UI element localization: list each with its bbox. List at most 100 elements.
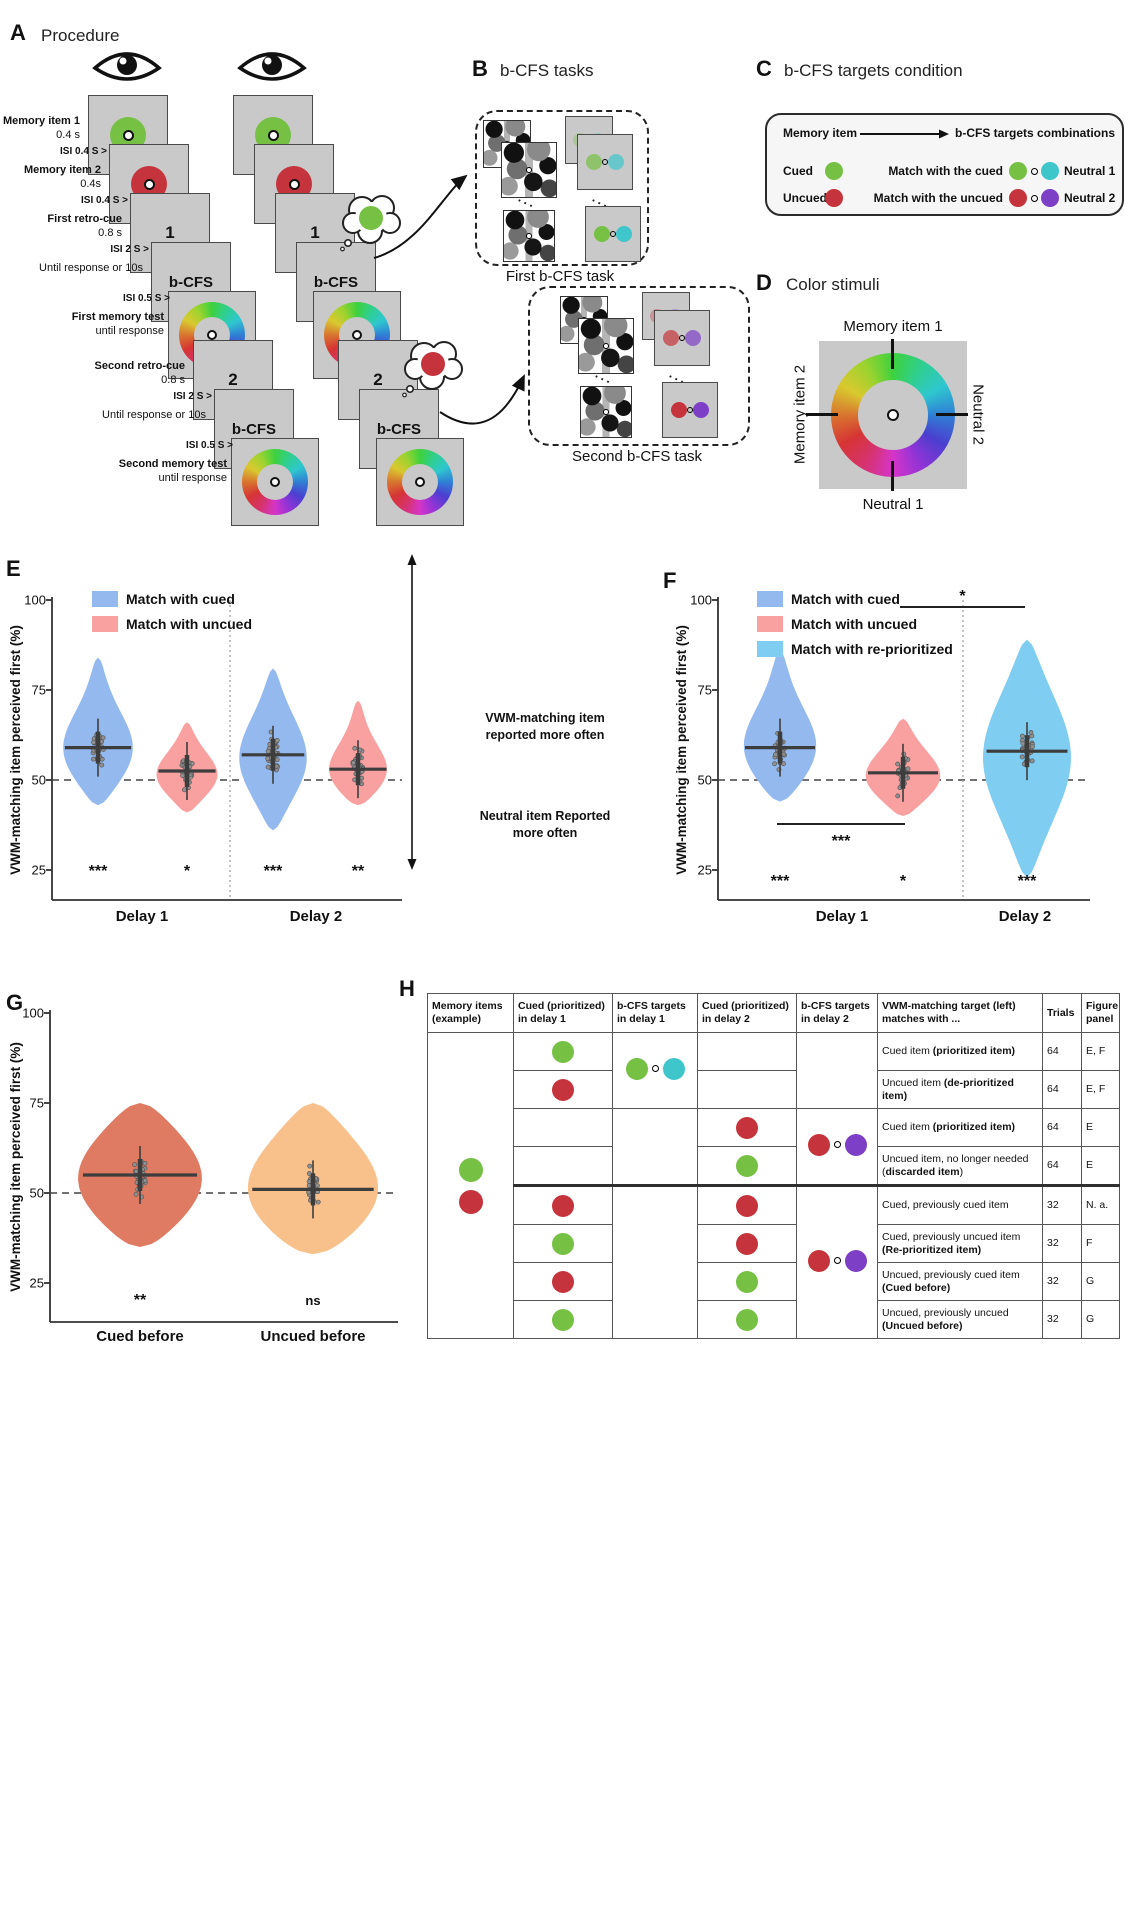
data-point [359,755,364,761]
data-point [267,756,273,761]
data-point [269,736,275,742]
data-point [98,735,104,741]
data-point [1026,750,1032,756]
data-point [308,1175,314,1181]
data-point [1029,741,1035,747]
step-label-main: Memory item 2 [23,164,101,176]
violin-match-with-cued [63,657,133,806]
data-point [777,736,783,742]
y-axis-label: VWM-matching item perceived first (%) [8,1042,23,1292]
significance-marker: ** [134,1292,147,1309]
data-point [184,768,190,774]
data-point [310,1185,316,1191]
data-point [310,1194,315,1199]
data-point [96,748,102,754]
data-point [267,755,273,761]
trials-cell: 32 [1042,1224,1082,1263]
procedure-step-label: First memory test until response [0,311,164,339]
data-point [267,741,273,747]
data-point [357,778,363,784]
isi-label: ISI 0.4 S > [81,195,128,206]
y-tick-label: 25 [698,863,712,878]
data-point [269,759,275,765]
x-group-label: Delay 2 [290,908,343,925]
data-point [901,768,907,774]
screen-text: 2 [228,370,238,389]
match-label: Match with the uncued [873,191,1003,205]
data-point [1026,745,1032,751]
procedure-screen [231,438,319,526]
wheel-label-left: Memory item 2 [791,364,809,465]
table-cell [697,1108,797,1147]
data-point [356,764,362,769]
data-point [356,763,362,769]
isi-label: ISI 0.4 S > [60,146,107,157]
data-point [1024,758,1030,764]
data-point [1026,750,1032,756]
data-point [136,1176,142,1182]
data-point [141,1178,146,1184]
data-point [900,767,906,773]
table-cell [513,1032,613,1071]
data-point [134,1173,139,1179]
data-point [1030,744,1035,750]
data-point [895,770,901,776]
data-point [135,1172,140,1178]
y-axis-label: VWM-matching item perceived first (%) [8,625,23,875]
data-point [91,747,97,753]
screen-text: b-CFS [313,273,359,291]
data-point [269,752,275,758]
significance-marker: *** [1018,873,1037,890]
wheel-label-right: Neutral 2 [969,384,987,445]
table-row: Uncued item, no longer needed (discarded… [428,1146,1120,1186]
data-point [1021,761,1027,767]
data-point [132,1168,138,1174]
table-cell [513,1146,613,1186]
data-point [314,1178,320,1184]
table-row: Cued item (prioritized item) 64 E, F [427,1032,1120,1339]
data-point [136,1184,142,1190]
table-row: Uncued item (de-prioritized item) 64 E, F [428,1070,1120,1109]
data-point [1029,733,1035,739]
data-point [91,739,97,745]
data-point [274,751,280,757]
fixation-dot [267,129,279,141]
y-tick-label: 25 [32,863,46,878]
data-point [352,759,357,764]
data-point [137,1178,143,1183]
data-point [313,1175,319,1181]
table-header: b-CFS targets in delay 1 [612,993,698,1033]
red-dot [736,1194,758,1217]
data-point [1019,746,1025,752]
data-point [774,748,780,754]
data-point [355,771,361,777]
figure-panel-cell: E [1081,1108,1120,1147]
data-point [1020,740,1026,746]
isi-label: ISI 2 S > [173,391,212,402]
data-point [311,1187,317,1193]
table-row: Uncued, previously cued item (Cued befor… [428,1262,1120,1301]
violin-match-with-cued [239,668,307,831]
fixation-ring [833,1141,841,1149]
violin-match-with-uncued [156,722,218,813]
red-dot [552,1078,574,1101]
data-point [780,739,786,745]
step-label-main: Second retro-cue [94,360,185,372]
screen-text: 2 [373,370,383,389]
step-label-sub: until response [95,324,165,337]
procedure-step-label: Second retro-cue 0.8 s [15,360,185,388]
conditions-table: Memory items (example) Cued (prioritized)… [427,993,1120,1339]
green-dot [552,1232,574,1255]
wheel-label-bottom: Neutral 1 [862,496,924,513]
procedure-screen [376,438,464,526]
data-point [97,754,103,759]
match-description-cell: Cued item (prioritized item) [877,1108,1043,1147]
first-bcfs-task-box: ··· ··· [475,110,649,266]
data-point [273,763,279,769]
panel-e-label: E [6,556,21,581]
table-cell [612,1108,698,1186]
x-group-label: Uncued before [260,1328,365,1345]
data-point [776,767,782,773]
red-dot [807,1133,830,1156]
